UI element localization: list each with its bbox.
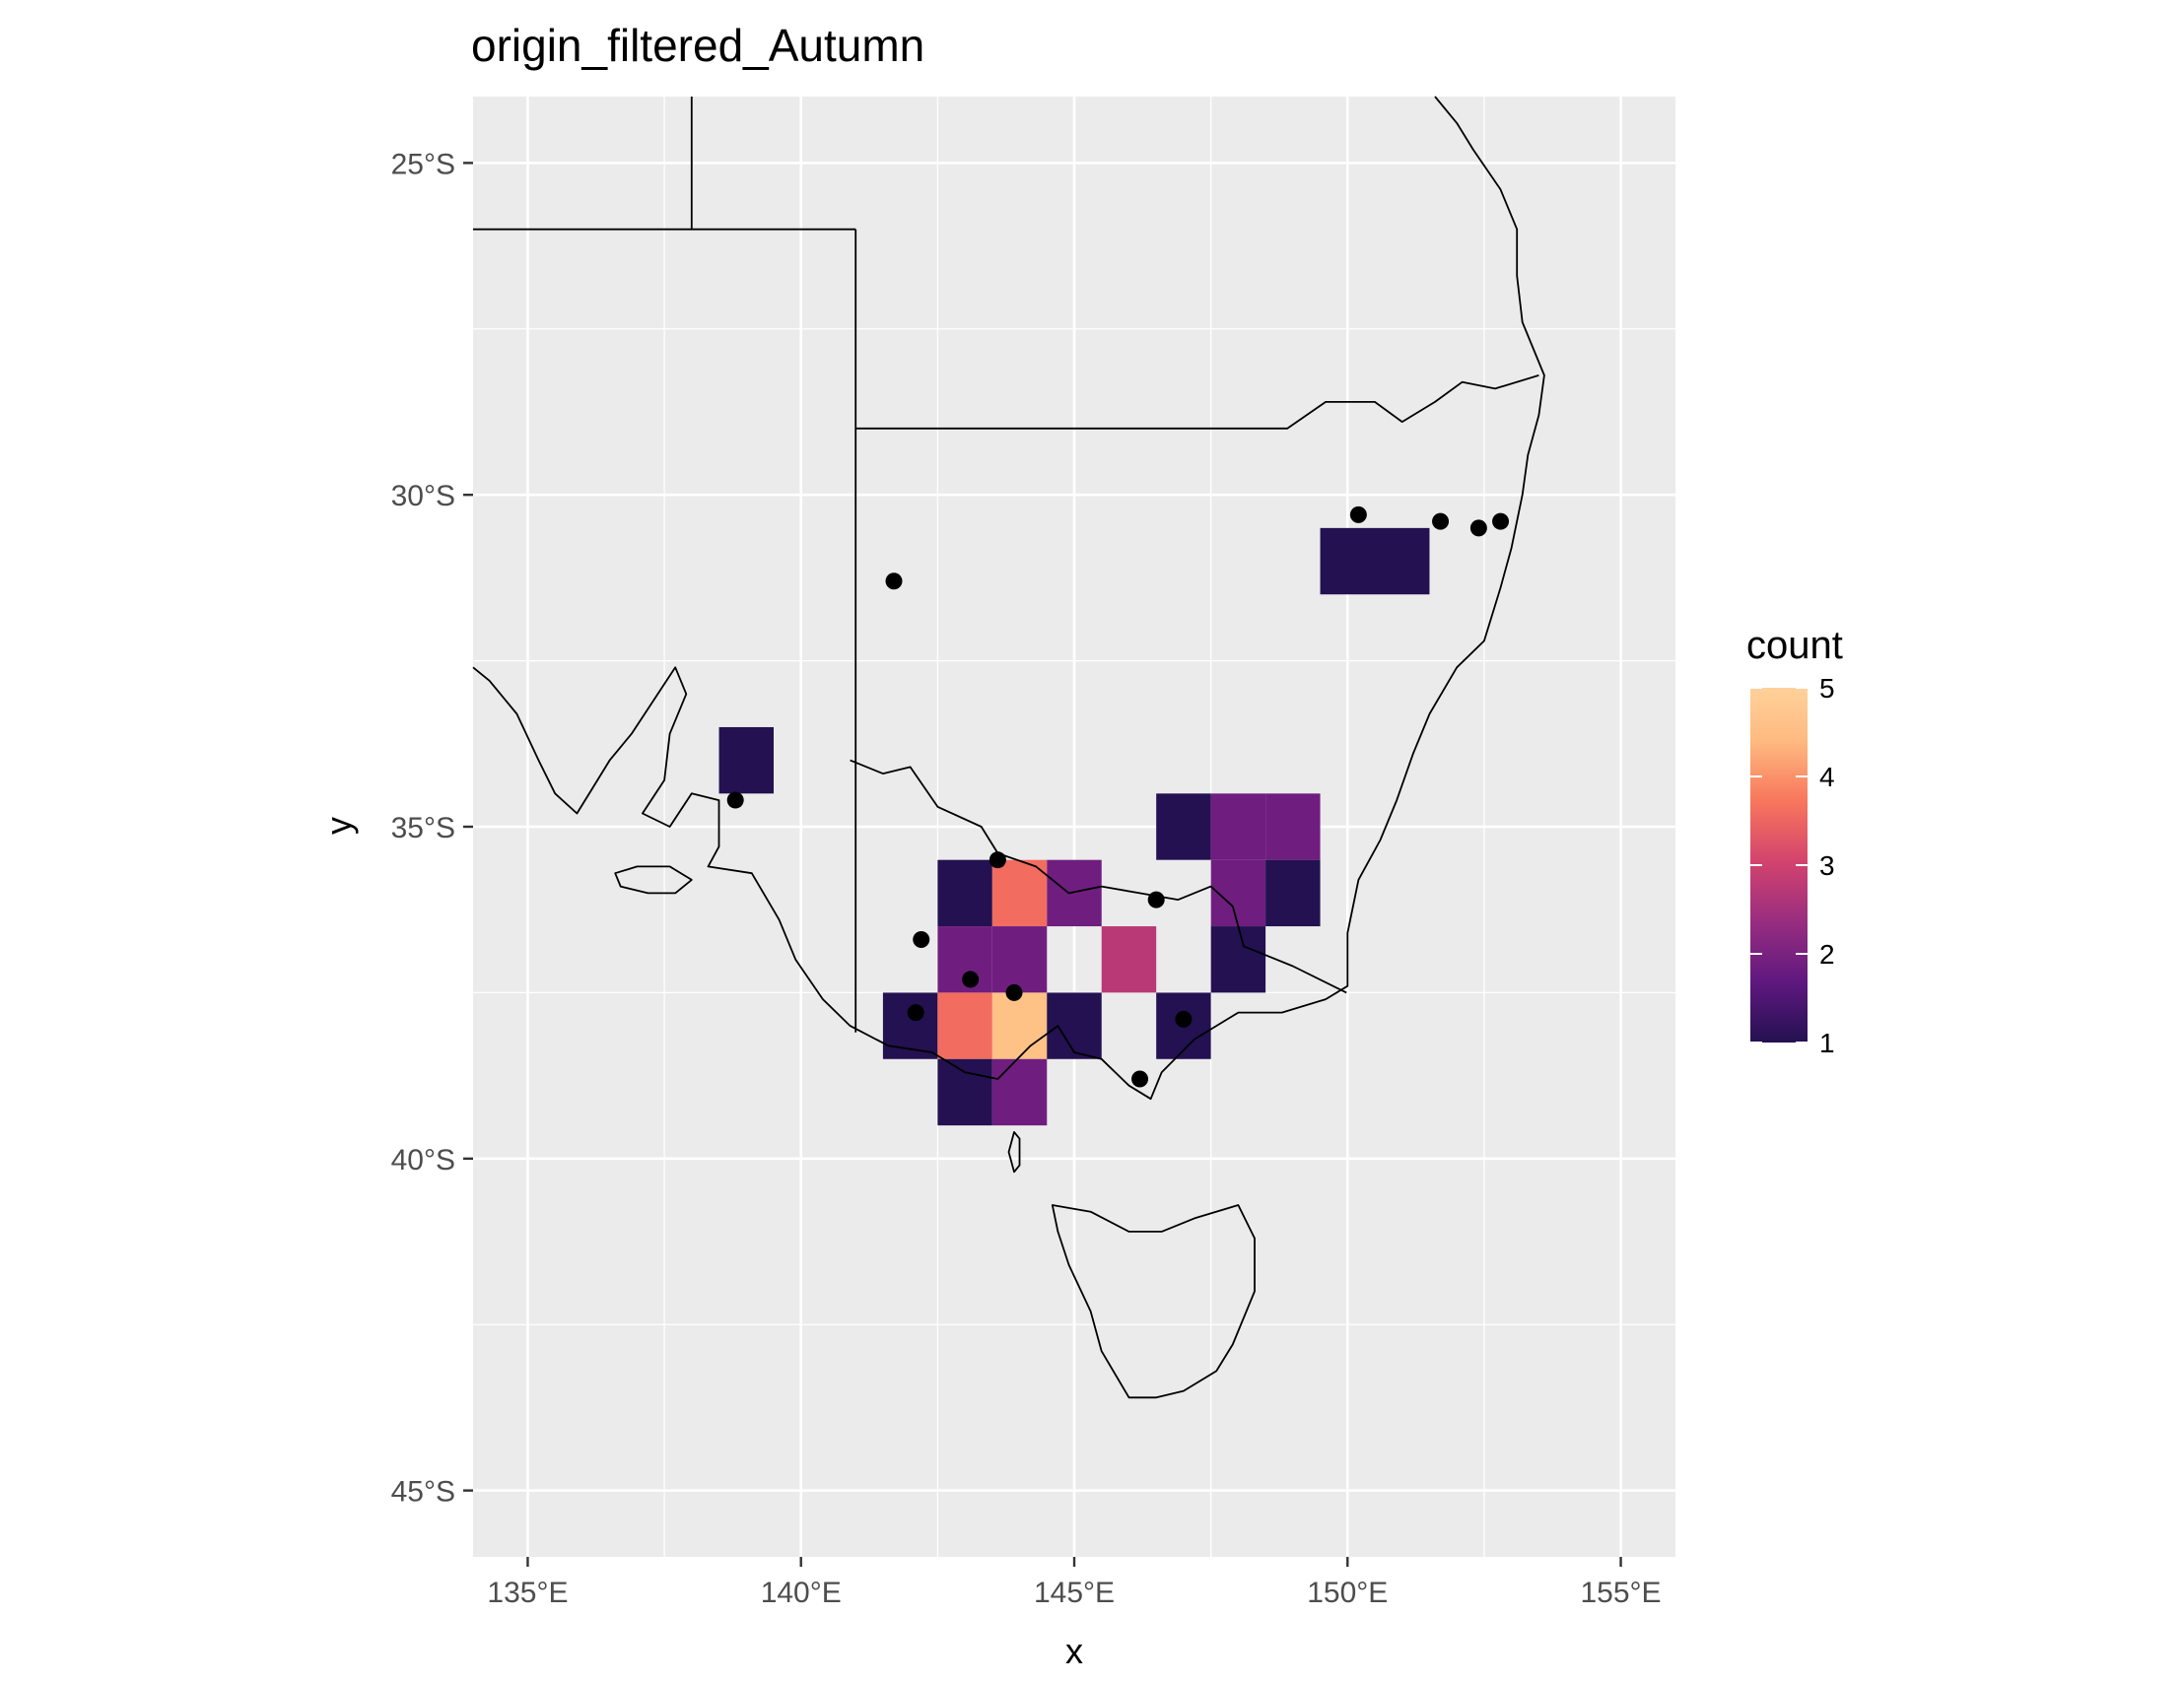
origin-point <box>962 971 980 988</box>
origin-point <box>726 791 744 809</box>
count-tile <box>937 1058 992 1126</box>
chart-title: origin_filtered_Autumn <box>471 20 924 71</box>
tasmania-outline <box>1051 1204 1256 1399</box>
grid-lines <box>473 97 1675 1557</box>
origin-point <box>1131 1070 1149 1088</box>
count-tile <box>937 992 992 1059</box>
count-tile <box>1047 992 1102 1059</box>
king-island-outline <box>1007 1131 1021 1174</box>
origin-point <box>1492 512 1510 530</box>
legend-ticks: 1 2 3 4 5 <box>1750 673 1835 1058</box>
count-tile <box>1265 859 1321 927</box>
kangaroo-island-outline <box>614 865 693 895</box>
x-axis-label: x <box>1065 1631 1083 1671</box>
y-tick-label: 30°S <box>391 480 455 512</box>
origin-point <box>907 1004 924 1022</box>
y-axis-label: y <box>318 817 359 835</box>
y-tick-label: 40°S <box>391 1144 455 1177</box>
legend-tick-label: 5 <box>1819 673 1835 704</box>
count-tiles <box>718 527 1430 1126</box>
origin-point <box>1005 983 1023 1001</box>
legend-title: count <box>1746 624 1843 667</box>
origin-point <box>913 931 930 949</box>
origin-point <box>1432 512 1450 530</box>
state-border <box>850 759 1347 994</box>
count-legend: count 1 2 3 4 5 <box>1746 624 1843 1058</box>
coastline <box>472 96 1545 1101</box>
count-tile <box>1156 793 1211 860</box>
origin-point <box>1147 891 1165 909</box>
x-tick-label: 155°E <box>1581 1577 1662 1609</box>
count-tile <box>1375 527 1430 595</box>
x-axis-ticks: 135°E 140°E 145°E 150°E 155°E <box>487 1557 1662 1609</box>
count-tile <box>991 926 1048 993</box>
count-tile <box>1101 926 1157 993</box>
legend-tick-label: 2 <box>1819 939 1835 970</box>
count-tile <box>1320 527 1375 595</box>
origin-points <box>726 505 1510 1088</box>
x-tick-label: 145°E <box>1034 1577 1115 1609</box>
legend-tick-label: 3 <box>1819 850 1835 881</box>
count-tile <box>718 726 774 794</box>
count-tile <box>1210 926 1266 993</box>
count-tile <box>1210 793 1266 860</box>
origin-point <box>989 851 1006 869</box>
state-border <box>855 374 1539 430</box>
count-tile <box>1210 859 1266 927</box>
x-tick-label: 150°E <box>1307 1577 1388 1609</box>
y-tick-label: 35°S <box>391 812 455 844</box>
legend-tick-label: 1 <box>1819 1028 1835 1058</box>
origin-point <box>1469 519 1487 537</box>
x-tick-label: 140°E <box>761 1577 842 1609</box>
count-tile <box>1047 859 1102 927</box>
origin-point <box>1175 1010 1193 1028</box>
count-tile <box>991 1058 1048 1126</box>
count-tile <box>1265 793 1321 860</box>
x-tick-label: 135°E <box>487 1577 568 1609</box>
count-tile <box>991 859 1048 927</box>
y-axis-ticks: 25°S 30°S 35°S 40°S 45°S <box>391 148 473 1509</box>
count-tile <box>937 859 992 927</box>
origin-point <box>1349 505 1367 523</box>
count-tile <box>882 992 938 1059</box>
y-tick-label: 45°S <box>391 1476 455 1509</box>
count-tile <box>991 992 1048 1059</box>
legend-tick-label: 4 <box>1819 762 1835 792</box>
origin-point <box>885 572 903 590</box>
map-outlines <box>472 96 1545 1399</box>
y-tick-label: 25°S <box>391 148 455 180</box>
